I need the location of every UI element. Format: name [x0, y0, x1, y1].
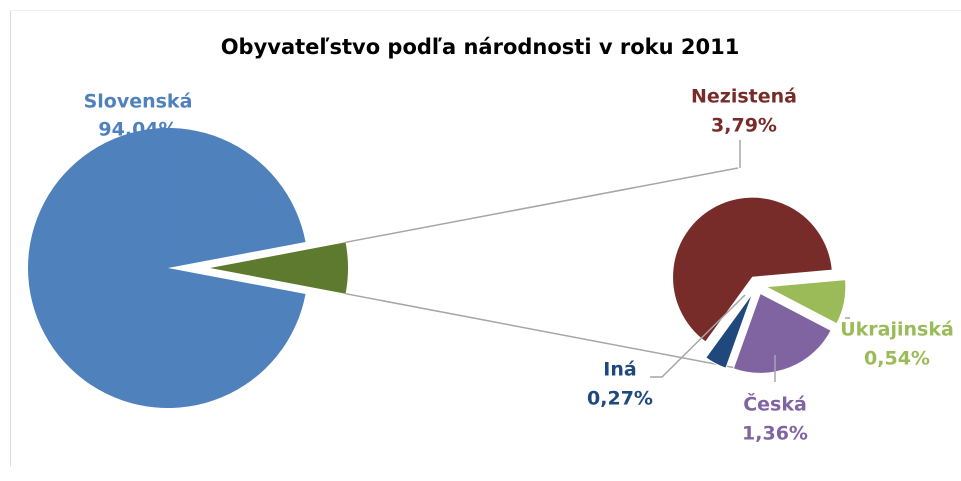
connector-line [345, 167, 739, 244]
category-label: Slovenská [84, 91, 193, 113]
pie-slice [672, 196, 833, 343]
pie-slice [143, 128, 168, 268]
value-label: 3,79% [711, 115, 777, 137]
pie-slice [732, 292, 832, 374]
category-label: Nezistená [691, 86, 797, 108]
value-label: 1,36% [742, 423, 808, 445]
category-label: Česká [743, 392, 807, 416]
category-label: Iná [603, 359, 636, 381]
pie-slice [764, 279, 847, 325]
other-slice [210, 242, 349, 294]
leader-line [650, 294, 746, 378]
connector-line [345, 292, 758, 373]
category-label: Ukrajinská [840, 319, 954, 341]
pie-slice [705, 292, 754, 369]
value-label: 0,54% [864, 348, 930, 370]
value-label: 0,27% [587, 388, 653, 410]
pie-slice [28, 128, 306, 409]
chart-title: Obyvateľstvo podľa národnosti v roku 201… [221, 35, 740, 59]
